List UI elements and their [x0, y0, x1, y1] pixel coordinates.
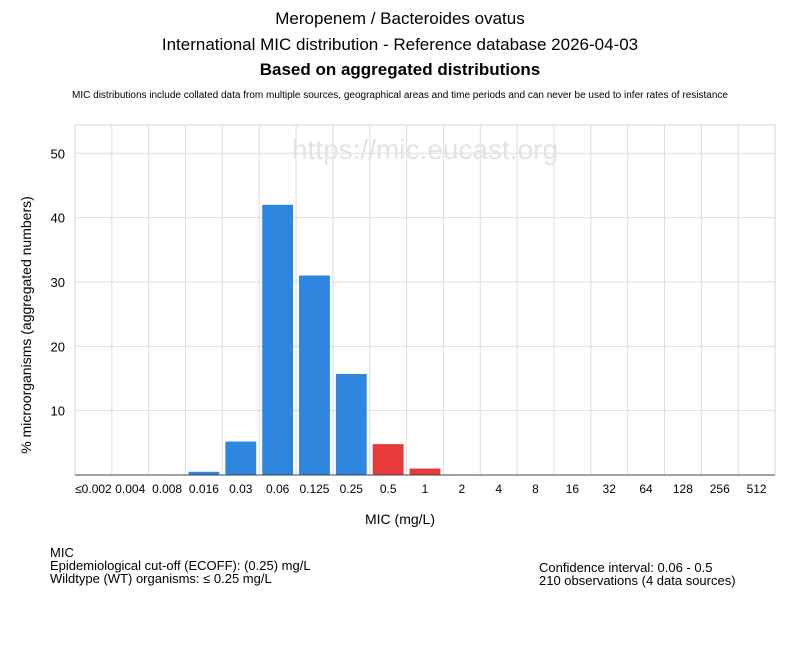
axis-layer: 10 20 30 40 50 ≤0.002 0.004 0.008 0.016 0.03 0.06 0…	[51, 146, 775, 496]
x-tick-label: 1	[422, 482, 429, 496]
x-tick-label: 0.5	[380, 482, 397, 496]
ecoff-text: Epidemiological cut-off (ECOFF): (0.25) …	[50, 558, 311, 573]
y-tick-label: 20	[51, 339, 65, 354]
x-tick-label: 64	[639, 482, 653, 496]
mic-label: MIC	[50, 545, 74, 560]
x-tick-label: 0.125	[299, 482, 329, 496]
bars-layer	[188, 204, 441, 475]
y-tick-label: 10	[51, 404, 65, 419]
x-tick-label: 0.016	[189, 482, 219, 496]
observations-text: 210 observations (4 data sources)	[539, 573, 736, 588]
x-tick-label: 8	[532, 482, 539, 496]
x-tick-label: 128	[673, 482, 693, 496]
wildtype-text: Wildtype (WT) organisms: ≤ 0.25 mg/L	[50, 571, 272, 586]
x-axis-label: MIC (mg/L)	[365, 511, 435, 527]
bar-0.25	[335, 373, 367, 475]
y-tick-label: 40	[51, 211, 65, 226]
chart-subtitle-bold: Based on aggregated distributions	[259, 60, 541, 79]
x-tick-label: 0.06	[266, 482, 290, 496]
x-tick-label: ≤0.002	[75, 482, 112, 496]
confidence-interval-text: Confidence interval: 0.06 - 0.5	[539, 560, 713, 575]
y-axis-label: % microorganisms (aggregated numbers)	[18, 196, 34, 454]
info-right: Confidence interval: 0.06 - 0.5 210 obse…	[539, 561, 736, 587]
grid-layer	[74, 124, 776, 476]
bar-0.06	[262, 204, 294, 475]
chart-title: Meropenem / Bacteroides ovatus	[275, 9, 525, 28]
x-tick-label: 4	[495, 482, 502, 496]
x-tick-label: 16	[566, 482, 580, 496]
bar-0.03	[225, 441, 257, 475]
watermark: https://mic.eucast.org	[292, 134, 558, 165]
plot-area	[74, 124, 776, 476]
x-tick-label: 256	[710, 482, 730, 496]
x-tick-label: 2	[458, 482, 465, 496]
x-tick-label: 0.008	[152, 482, 182, 496]
bar-0.125	[299, 275, 330, 475]
y-tick-label: 30	[51, 275, 65, 290]
x-tick-label: 0.03	[229, 482, 253, 496]
bar-0.016	[188, 471, 220, 475]
disclaimer-note: MIC distributions include collated data …	[72, 90, 728, 101]
chart-subtitle: International MIC distribution - Referen…	[161, 35, 639, 54]
x-tick-label: 512	[747, 482, 767, 496]
y-tick-label: 50	[51, 146, 65, 161]
x-tick-label: 0.25	[340, 482, 364, 496]
x-tick-label: 0.004	[115, 482, 145, 496]
x-tick-label: 32	[603, 482, 617, 496]
info-left: MIC Epidemiological cut-off (ECOFF): (0.…	[50, 546, 311, 585]
bar-0.5	[372, 444, 404, 475]
bar-1	[409, 468, 441, 475]
